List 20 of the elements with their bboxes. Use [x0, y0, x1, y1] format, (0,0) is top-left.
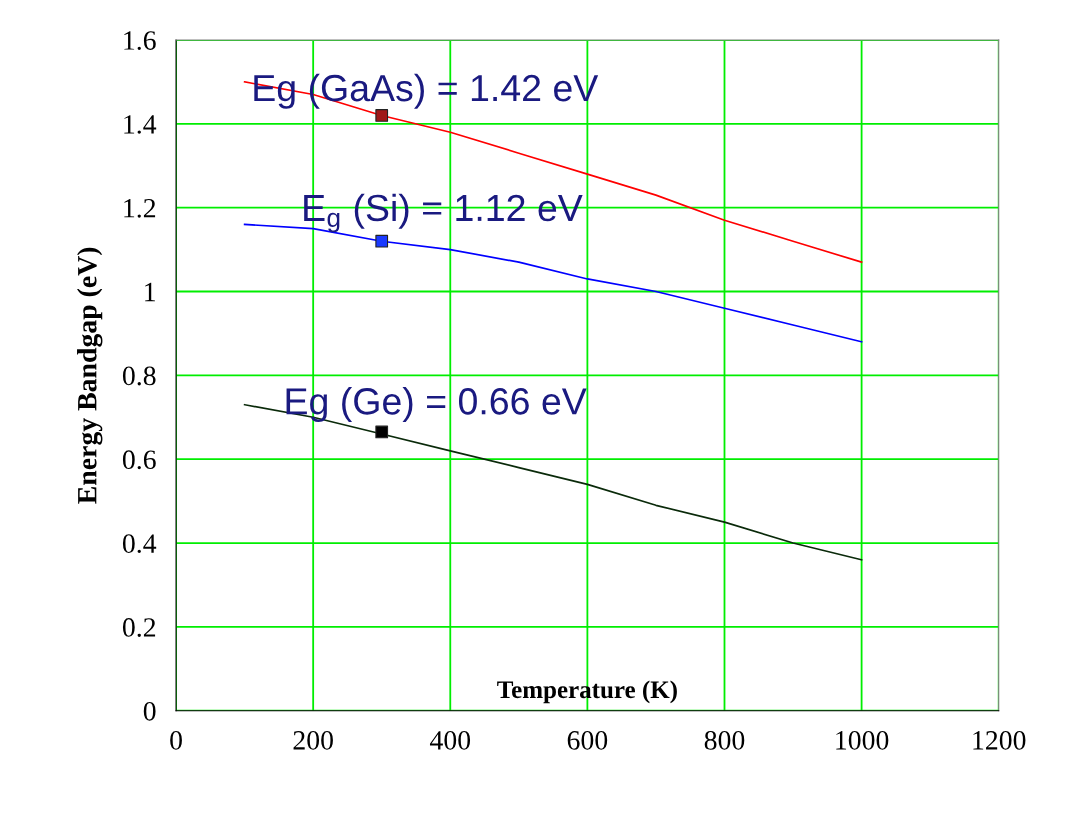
point [375, 234, 389, 248]
x-tick-label: 800 [704, 730, 745, 750]
y-tick-label: 0.2 [122, 618, 156, 637]
x-tick-label: 0 [170, 730, 182, 750]
y-tick-label: 0.8 [122, 366, 156, 386]
x-tick-label: 200 [293, 730, 333, 750]
x-tick-label: 600 [567, 730, 608, 750]
y-tick-label: 1.4 [124, 115, 157, 134]
y-tick-label: 1.6 [124, 31, 156, 51]
point [375, 425, 389, 439]
y-tick-label: 1 [145, 282, 155, 302]
x-tick-label: 400 [429, 730, 471, 750]
y-axis-title: Energy Bandgap (eV) [77, 247, 103, 504]
x-tick-label: 1200 [973, 730, 1026, 750]
y-tick-label: 0.4 [122, 534, 157, 554]
x-tick-label: 1000 [836, 730, 889, 750]
y-tick-label: 0.6 [122, 450, 156, 470]
y-tick-label: 0 [143, 701, 156, 721]
point [375, 109, 389, 122]
y-tick-label: 1.2 [124, 198, 156, 218]
